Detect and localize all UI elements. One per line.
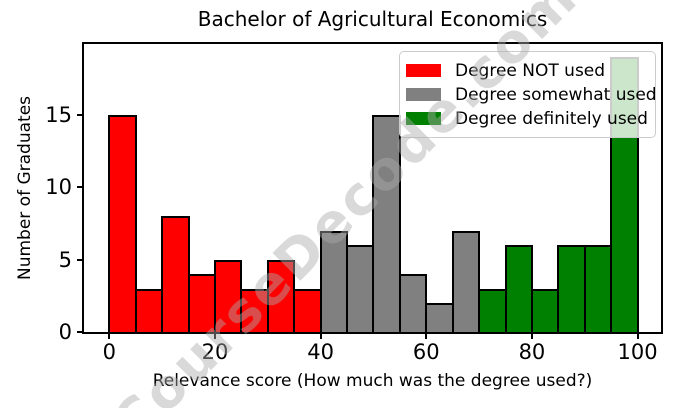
x-tick (636, 334, 639, 339)
histogram-bar (134, 288, 164, 332)
x-tick-label: 40 (307, 340, 334, 364)
legend: Degree NOT used Degree somewhat used Degre… (399, 51, 657, 138)
histogram-bar (478, 288, 507, 332)
x-tick (425, 334, 428, 339)
legend-row: Degree NOT used (406, 59, 649, 82)
histogram-bar (161, 216, 190, 332)
x-tick (213, 334, 216, 339)
histogram-bar (319, 230, 349, 332)
x-tick-label: 20 (201, 340, 229, 364)
histogram-bar (293, 288, 322, 332)
x-axis-label: Relevance score (How much was the degree… (152, 371, 593, 391)
legend-row: Degree somewhat used (406, 83, 657, 106)
x-tick-label: 60 (412, 340, 440, 364)
y-tick (77, 331, 83, 333)
y-tick (77, 258, 83, 261)
histogram-bar (346, 245, 375, 332)
histogram-bar (583, 245, 613, 332)
histogram-bar (504, 245, 533, 332)
y-tick-label: 15 (45, 102, 72, 127)
legend-row: Degree definitely used (406, 107, 649, 130)
y-tick (77, 186, 83, 188)
histogram-bar (266, 259, 296, 332)
histogram-bar (425, 303, 454, 332)
x-tick (530, 334, 533, 339)
histogram-bar (240, 288, 269, 332)
histogram-bar (398, 274, 428, 332)
histogram-bar (557, 245, 586, 332)
x-tick-label: 0 (102, 340, 116, 364)
histogram-bar (187, 274, 216, 332)
legend-label: Degree somewhat used (455, 84, 657, 105)
y-tick (77, 113, 83, 116)
histogram-bar (451, 230, 481, 332)
y-tick-label: 0 (58, 320, 72, 344)
legend-label: Degree definitely used (455, 108, 648, 129)
legend-swatch (406, 112, 441, 125)
histogram-bar (530, 288, 560, 332)
histogram-bar (108, 114, 137, 332)
histogram-bar (372, 114, 401, 332)
x-tick-label: 80 (518, 340, 546, 364)
y-tick-label: 5 (58, 247, 72, 272)
legend-label: Degree NOT used (455, 60, 606, 81)
chart-title: Bachelor of Agricultural Economics (197, 7, 548, 31)
histogram-bar (213, 259, 243, 332)
x-tick-label: 100 (617, 340, 658, 364)
x-tick (319, 334, 322, 339)
legend-swatch (406, 88, 441, 101)
y-tick-label: 10 (45, 175, 72, 199)
legend-swatch (406, 64, 441, 77)
x-tick (108, 334, 111, 339)
